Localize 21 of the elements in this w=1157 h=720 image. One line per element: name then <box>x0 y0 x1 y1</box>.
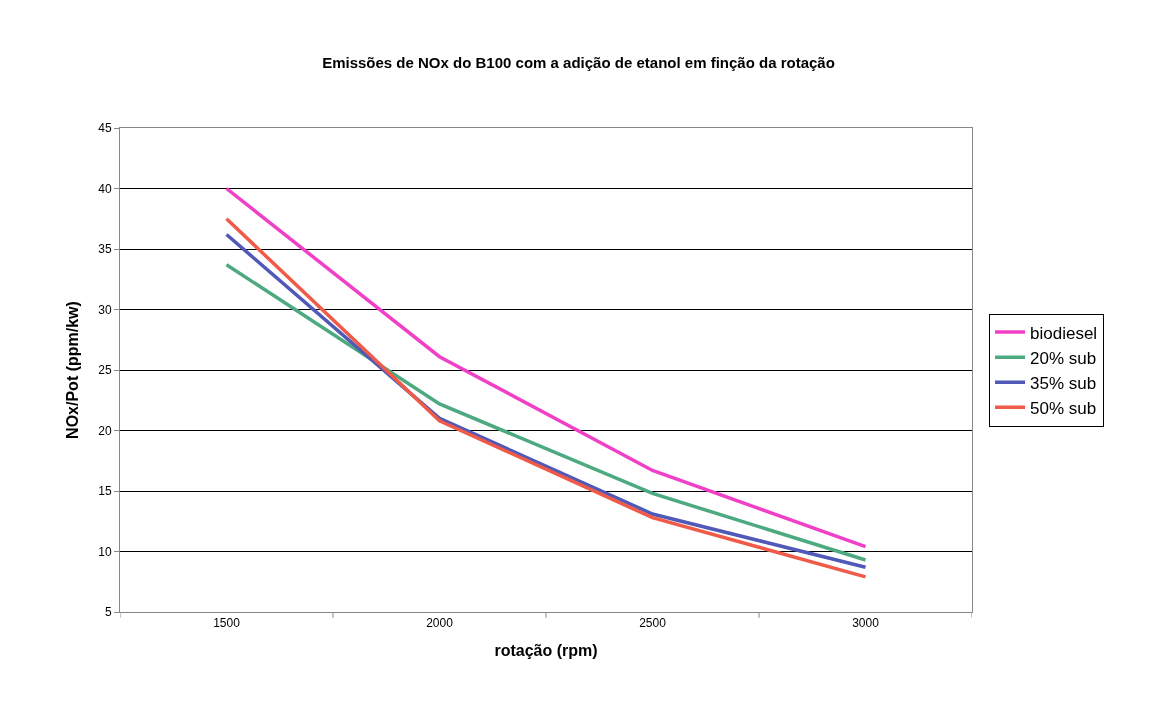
x-tick-label: 2000 <box>426 616 454 631</box>
legend-label: biodiesel <box>1030 323 1098 343</box>
chart-title: Emissões de NOx do B100 com a adição de etanol em finção da rotação <box>322 54 835 72</box>
x-axis-title: rotação (rpm) <box>494 642 598 660</box>
legend-label: 50% sub <box>1030 398 1097 418</box>
x-tick-label: 3000 <box>852 616 880 631</box>
y-tick-label: 5 <box>104 605 112 620</box>
line-series <box>224 186 868 549</box>
y-tick-label: 15 <box>98 484 112 499</box>
y-tick-label: 30 <box>98 302 112 317</box>
x-tick-label: 1500 <box>213 616 241 631</box>
y-tick-label: 45 <box>98 121 112 136</box>
legend-label: 35% sub <box>1030 373 1097 393</box>
y-axis-title: NOx/Pot (ppm/kw) <box>64 301 82 439</box>
y-tick-label: 40 <box>98 181 112 196</box>
y-tick-label: 20 <box>98 423 112 438</box>
y-tick-label: 35 <box>98 242 112 257</box>
legend-label: 20% sub <box>1030 348 1097 368</box>
y-tick-label: 10 <box>98 544 112 559</box>
y-tick-label: 25 <box>98 363 112 378</box>
x-tick-label: 2500 <box>639 616 667 631</box>
